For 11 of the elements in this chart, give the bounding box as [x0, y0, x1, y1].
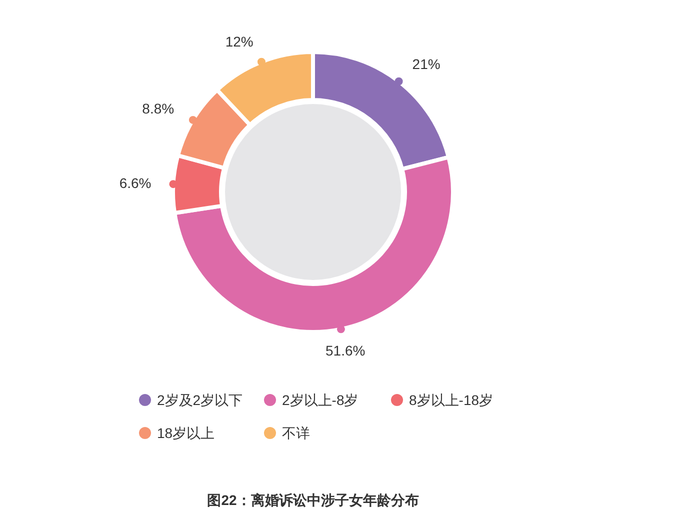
legend-label: 18岁以上 — [157, 425, 215, 441]
data-label: 6.6% — [119, 174, 152, 191]
legend-label: 2岁及2岁以下 — [157, 392, 243, 408]
legend-label: 不详 — [282, 425, 310, 441]
data-label: 51.6% — [326, 342, 366, 359]
data-label: 8.8% — [142, 100, 174, 117]
data-label: 21% — [412, 56, 440, 72]
text: 图22：离婚诉讼中涉子女年龄分布 — [207, 492, 419, 508]
legend-label: 8岁以上-18岁 — [409, 392, 494, 408]
legend-label: 2岁以上-8岁 — [282, 392, 358, 408]
data-label: 12% — [225, 33, 254, 50]
